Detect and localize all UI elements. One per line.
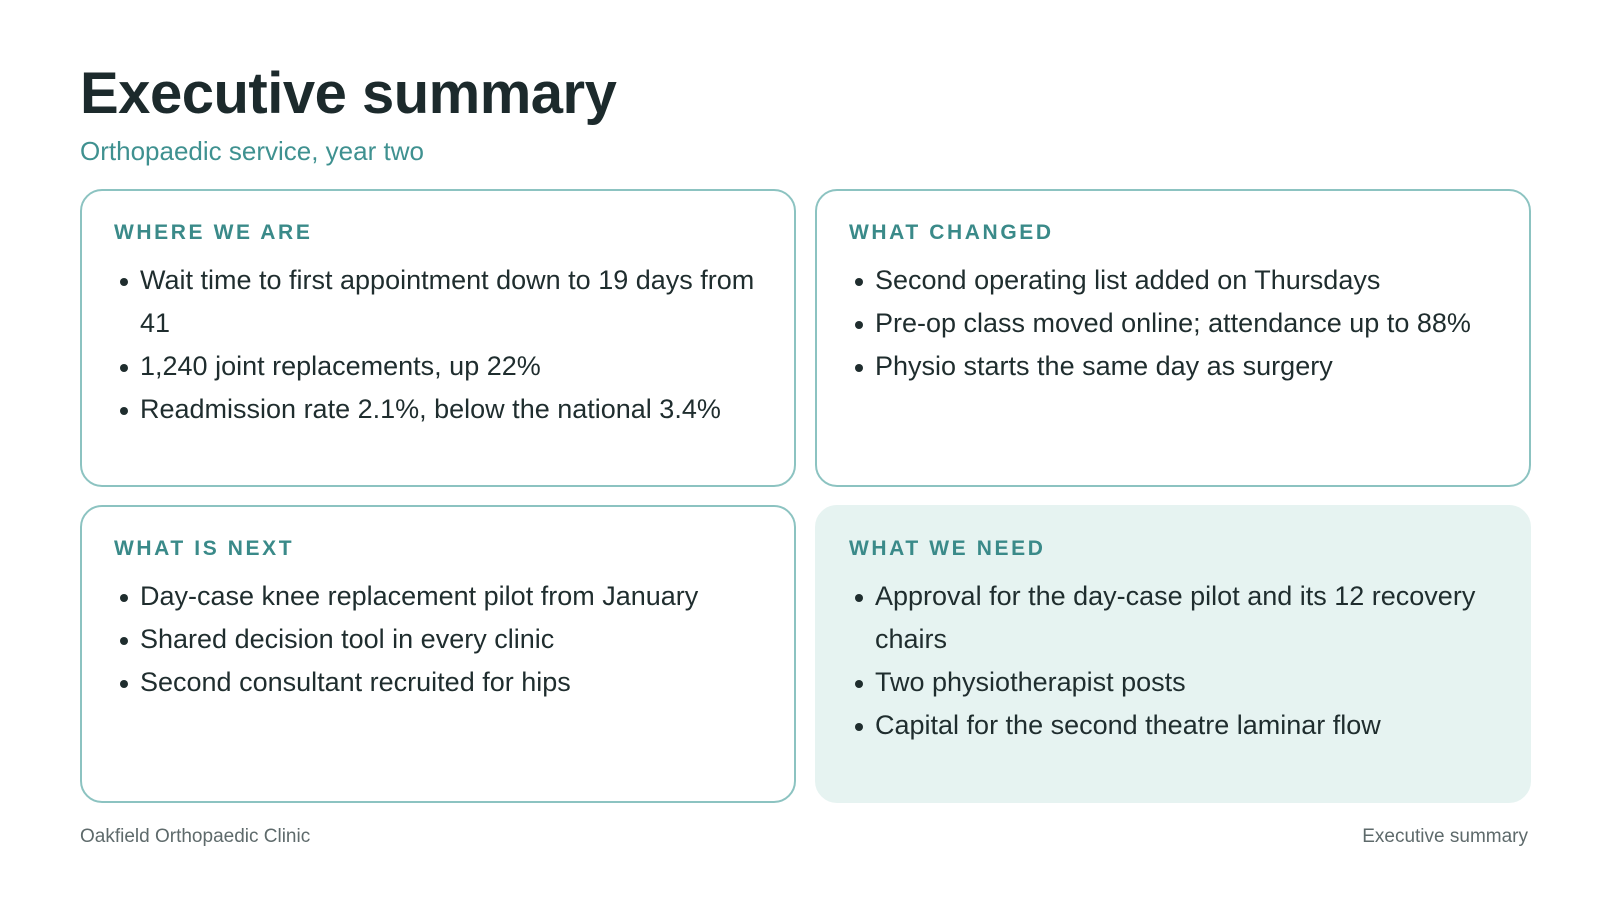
list-item: Physio starts the same day as surgery: [849, 345, 1497, 388]
list-item: Approval for the day-case pilot and its …: [849, 575, 1497, 661]
card-heading: WHERE WE ARE: [114, 221, 313, 244]
footer-organization: Oakfield Orthopaedic Clinic: [80, 826, 311, 847]
card-what-is-next: WHAT IS NEXT Day-case knee replacement p…: [80, 505, 796, 803]
list-item: Second consultant recruited for hips: [114, 661, 762, 704]
card-where-we-are: WHERE WE ARE Wait time to first appointm…: [80, 189, 796, 487]
list-item: Shared decision tool in every clinic: [114, 618, 762, 661]
list-item: Pre-op class moved online; attendance up…: [849, 302, 1497, 345]
bullet-list: Day-case knee replacement pilot from Jan…: [114, 575, 762, 704]
list-item: Capital for the second theatre laminar f…: [849, 704, 1497, 747]
list-item: Readmission rate 2.1%, below the nationa…: [114, 388, 762, 431]
bullet-list: Approval for the day-case pilot and its …: [849, 575, 1497, 747]
card-what-we-need: WHAT WE NEED Approval for the day-case p…: [815, 505, 1531, 803]
card-what-changed: WHAT CHANGED Second operating list added…: [815, 189, 1531, 487]
card-heading: WHAT WE NEED: [849, 537, 1046, 560]
list-item: Two physiotherapist posts: [849, 661, 1497, 704]
list-item: Wait time to first appointment down to 1…: [114, 259, 762, 345]
bullet-list: Second operating list added on Thursdays…: [849, 259, 1497, 388]
bullet-list: Wait time to first appointment down to 1…: [114, 259, 762, 431]
card-heading: WHAT IS NEXT: [114, 537, 295, 560]
list-item: Second operating list added on Thursdays: [849, 259, 1497, 302]
list-item: Day-case knee replacement pilot from Jan…: [114, 575, 762, 618]
card-heading: WHAT CHANGED: [849, 221, 1054, 244]
list-item: 1,240 joint replacements, up 22%: [114, 345, 762, 388]
page-title: Executive summary: [80, 61, 617, 126]
footer-section-title: Executive summary: [1362, 826, 1528, 847]
page-subtitle: Orthopaedic service, year two: [80, 136, 424, 166]
